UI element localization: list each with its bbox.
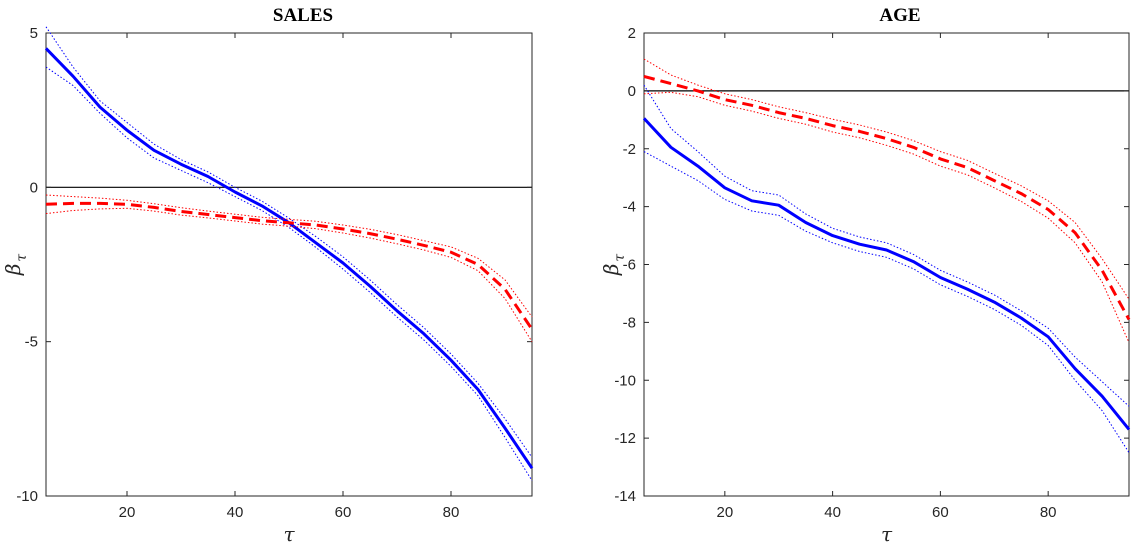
sales-solid-series-upper-band <box>45 26 533 458</box>
age-title: AGE <box>879 5 920 26</box>
sales-y-tick-label: 0 <box>30 179 38 196</box>
age-x-tick-label: 40 <box>824 504 841 521</box>
sales-y-tick-label: -10 <box>16 488 38 505</box>
age-y-tick-label: 0 <box>628 83 636 100</box>
age-y-tick-label: -10 <box>614 372 636 389</box>
sales-x-tick-label: 80 <box>443 504 460 521</box>
age-dashed-series-lower-band <box>643 91 1130 343</box>
age-y-tick-label: -14 <box>614 488 636 505</box>
sales-title: SALES <box>273 5 333 26</box>
age-x-axis-label: τ <box>881 522 893 546</box>
age-dashed-series-upper-band <box>643 58 1130 300</box>
sales-dashed-series-line <box>45 201 534 331</box>
sales-plot-area <box>45 32 533 497</box>
age-plot-area <box>643 32 1130 497</box>
age-x-tick-label: 20 <box>716 504 733 521</box>
age-y-tick-label: -12 <box>614 430 636 447</box>
sales-y-axis-label: βτ <box>1 254 30 277</box>
sales-x-tick-label: 40 <box>227 504 244 521</box>
sales-dashed-series-lower-band <box>45 207 533 342</box>
age-y-tick-label: 2 <box>628 25 636 42</box>
sales-dashed-series-upper-band <box>45 194 533 318</box>
sales-x-tick-label: 20 <box>119 504 136 521</box>
sales-panel: SALES 20 40 60 80 5 0 -5 -10 τ βτ <box>1 5 534 546</box>
age-x-tick-label: 60 <box>932 504 949 521</box>
sales-x-axis-label: τ <box>283 522 295 546</box>
age-y-tick-label: -4 <box>623 199 636 216</box>
age-y-tick-label: -2 <box>623 141 636 158</box>
age-solid-series-upper-band <box>643 84 1130 407</box>
sales-x-tick-label: 60 <box>335 504 352 521</box>
age-dashed-series-line <box>643 74 1131 321</box>
sales-y-tick-label: 5 <box>30 25 38 42</box>
age-y-tick-label: -8 <box>623 314 636 331</box>
age-solid-series-lower-band <box>643 151 1130 453</box>
age-solid-series-line <box>642 117 1131 431</box>
sales-y-tick-label: -5 <box>25 334 38 351</box>
age-x-tick-label: 80 <box>1040 504 1057 521</box>
age-y-tick-label: -6 <box>623 257 636 274</box>
